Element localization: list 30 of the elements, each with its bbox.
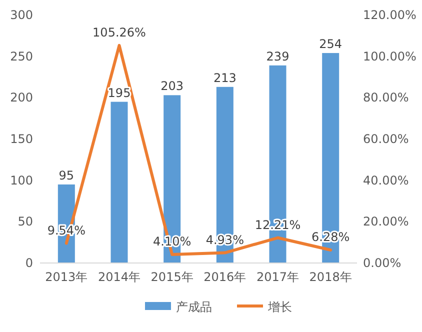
- x-tick-label: 2015年: [150, 270, 194, 284]
- data-label: 105.26%: [92, 25, 146, 40]
- y-tick-label: 300: [10, 8, 33, 22]
- data-label: 239: [266, 49, 290, 64]
- data-label: 95: [58, 168, 74, 182]
- y-tick-label: 250: [10, 49, 33, 64]
- y2-tick-label: 60.00%: [363, 132, 409, 146]
- x-tick-label: 2014年: [98, 270, 141, 284]
- bar: [110, 102, 128, 263]
- y-tick-label: 50: [18, 214, 33, 229]
- legend-label: 增长: [267, 300, 292, 314]
- y-tick-label: 150: [10, 132, 33, 146]
- y2-tick-label: 120.00%: [363, 8, 416, 22]
- x-tick-label: 2018年: [309, 270, 352, 284]
- y2-tick-label: 20.00%: [363, 214, 409, 229]
- y2-tick-label: 40.00%: [363, 173, 409, 188]
- x-tick-label: 2013年: [45, 270, 88, 284]
- data-label: 213: [213, 70, 236, 85]
- data-label: 195: [108, 86, 131, 100]
- y2-tick-label: 100.00%: [363, 49, 416, 64]
- y2-tick-label: 80.00%: [363, 90, 409, 105]
- y-tick-label: 200: [10, 90, 33, 105]
- y-tick-label: 0: [25, 256, 33, 270]
- data-label: 203: [160, 79, 184, 94]
- x-tick-label: 2016年: [204, 270, 246, 284]
- y-tick-label: 100: [10, 173, 33, 188]
- legend-label: 产成品: [176, 300, 212, 314]
- data-label: 254: [319, 37, 342, 52]
- y2-tick-label: 0.00%: [363, 256, 402, 270]
- x-tick-label: 2017年: [256, 270, 300, 284]
